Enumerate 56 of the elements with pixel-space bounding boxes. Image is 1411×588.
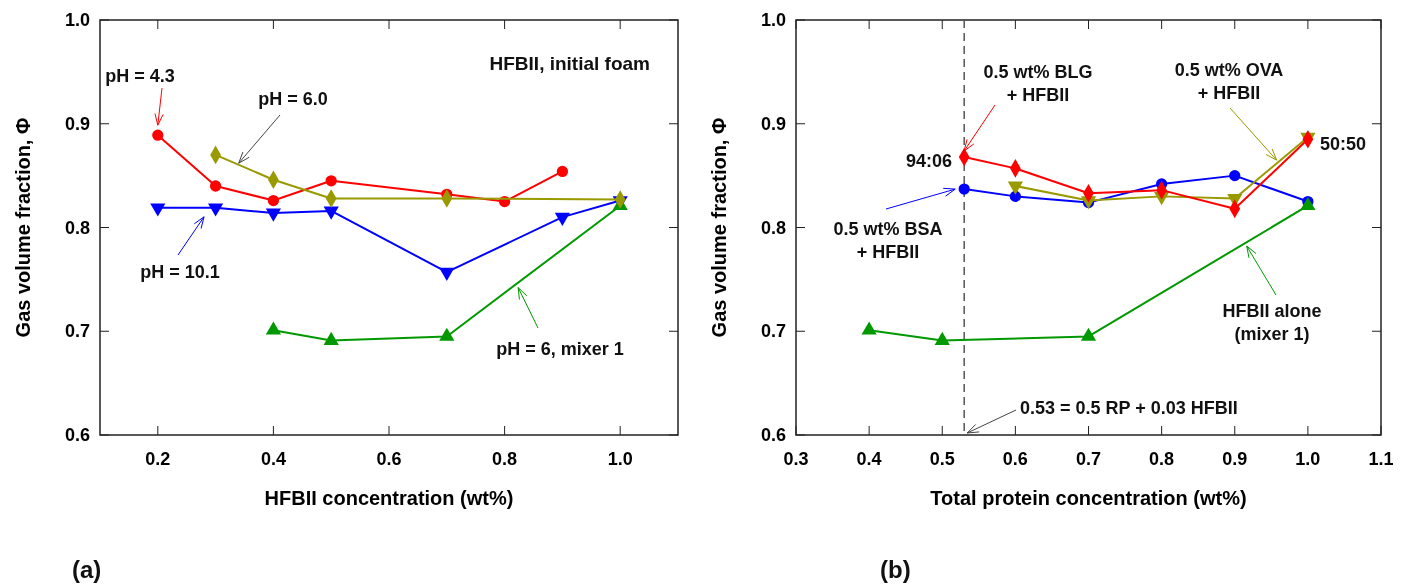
annotation: HFBII alone (mixer 1) <box>1222 301 1322 345</box>
x-tick-label: 0.6 <box>376 449 402 469</box>
x-tick-label: 0.9 <box>1222 449 1248 469</box>
x-axis-title: Total protein concentration (wt%) <box>930 487 1247 509</box>
x-tick-label: 0.5 <box>929 449 955 469</box>
y-tick-label: 0.8 <box>64 217 90 238</box>
point <box>325 175 337 187</box>
x-tick-label: 0.8 <box>492 449 518 469</box>
point <box>267 194 280 207</box>
y-tick-label: 0.8 <box>760 217 786 238</box>
point <box>152 129 164 141</box>
annotation: 50:50 <box>1320 134 1367 154</box>
x-tick-label: 0.6 <box>1002 449 1028 469</box>
x-tick-label: 0.4 <box>260 449 286 469</box>
y-tick-label: 0.9 <box>64 113 90 134</box>
x-tick-label: 1.0 <box>1295 449 1321 469</box>
point <box>1080 327 1097 341</box>
point <box>1229 169 1241 182</box>
x-tick-label: 1.0 <box>607 449 633 469</box>
annotation: 0.5 wt% BSA + HFBII <box>833 219 943 263</box>
point <box>1007 181 1023 195</box>
x-tick-label: 0.8 <box>1149 449 1175 469</box>
y-tick-label: 0.7 <box>760 321 786 342</box>
point <box>323 331 339 345</box>
y-tick-label: 1.0 <box>760 10 786 30</box>
annotation: pH = 6.0 <box>258 89 328 109</box>
annotation: pH = 10.1 <box>140 262 220 282</box>
y-tick-label: 1.0 <box>64 10 90 30</box>
y-tick-label: 0.9 <box>760 113 786 134</box>
annotation: 0.5 wt% OVA + HFBII <box>1174 60 1284 104</box>
point <box>209 180 222 192</box>
annotation: pH = 6, mixer 1 <box>496 339 624 359</box>
x-tick-label: 0.4 <box>856 449 882 469</box>
point <box>439 327 455 341</box>
text: (a) <box>72 556 102 583</box>
x-tick-label: 1.1 <box>1368 449 1394 469</box>
point <box>958 183 970 195</box>
annotation: 0.5 wt% BLG + HFBII <box>983 62 1093 106</box>
y-axis-title: Gas volume fraction, Φ <box>12 117 34 338</box>
x-axis-title: HFBII concentration (wt%) <box>264 487 514 509</box>
point <box>265 321 281 335</box>
y-tick-label: 0.7 <box>64 321 90 342</box>
y-tick-label: 0.6 <box>760 425 786 445</box>
x-tick-label: 0.2 <box>145 449 171 469</box>
annotation: pH = 4.3 <box>105 66 175 86</box>
x-tick-label: 0.7 <box>1075 449 1102 469</box>
text: (b) <box>880 556 911 583</box>
point <box>861 321 877 335</box>
annotation: 94:06 <box>905 151 952 171</box>
y-axis-title: Gas volume fraction, Φ <box>708 117 730 338</box>
x-tick-label: 0.3 <box>783 449 809 469</box>
y-tick-label: 0.6 <box>64 425 90 445</box>
ref-line-label: 0.53 = 0.5 RP + 0.03 HFBII <box>1020 398 1238 418</box>
point <box>934 331 950 345</box>
annotation: HFBII, initial foam <box>489 53 650 74</box>
point <box>556 165 569 178</box>
